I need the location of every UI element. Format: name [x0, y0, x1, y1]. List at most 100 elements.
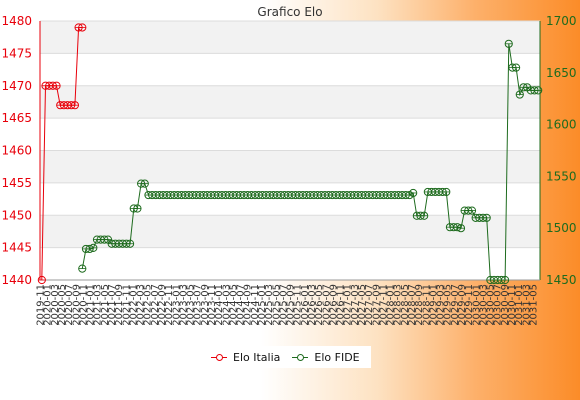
x-tick-label: 2024-03 — [221, 284, 232, 326]
x-tick-label: 2027-07 — [364, 284, 375, 326]
x-tick-label: 2024-07 — [236, 284, 247, 326]
x-tick-label: 2021-01 — [86, 284, 97, 326]
x-tick-label: 2022-05 — [143, 284, 154, 326]
series-elo-italia — [37, 23, 87, 285]
plot-band — [40, 118, 540, 151]
plot-band — [40, 53, 540, 86]
x-tick-label: 2020-07 — [64, 284, 75, 326]
x-tick-label: 2030-09 — [500, 284, 511, 326]
x-tick-label: 2021-09 — [114, 284, 125, 326]
x-axis-ticks: 2019-112020-012020-032020-052020-072020-… — [36, 284, 540, 326]
x-tick-label: 2020-11 — [78, 284, 89, 326]
x-tick-label: 2026-01 — [300, 284, 311, 326]
x-tick-label: 2021-05 — [100, 284, 111, 326]
y-right-tick-label: 1650 — [546, 66, 577, 80]
legend-label-elo-italia: Elo Italia — [233, 350, 281, 364]
x-tick-label: 2024-05 — [228, 284, 239, 326]
x-tick-label: 2029-05 — [443, 284, 454, 326]
x-tick-label: 2022-07 — [150, 284, 161, 326]
x-tick-label: 2029-01 — [428, 284, 439, 326]
x-tick-label: 2026-09 — [328, 284, 339, 326]
x-tick-label: 2031-05 — [528, 284, 539, 326]
y-right-tick-label: 1500 — [546, 221, 577, 235]
x-tick-label: 2021-03 — [93, 284, 104, 326]
series-elo-fide — [78, 39, 543, 285]
x-tick-label: 2023-01 — [171, 284, 182, 326]
x-tick-label: 2020-01 — [43, 284, 54, 326]
y-left-tick-label: 1480 — [1, 14, 32, 28]
x-tick-label: 2022-11 — [164, 284, 175, 326]
x-tick-label: 2023-05 — [186, 284, 197, 326]
x-tick-label: 2028-03 — [393, 284, 404, 326]
y-left-tick-label: 1440 — [1, 273, 32, 287]
y-right-tick-label: 1700 — [546, 14, 577, 28]
x-tick-label: 2029-11 — [464, 284, 475, 326]
y-left-tick-label: 1465 — [1, 111, 32, 125]
chart-title: Grafico Elo — [257, 5, 322, 19]
x-tick-label: 2020-03 — [50, 284, 61, 326]
axes — [39, 21, 541, 281]
legend-item-elo-fide: Elo FIDE — [292, 350, 360, 364]
x-tick-label: 2023-03 — [178, 284, 189, 326]
x-tick-label: 2027-01 — [343, 284, 354, 326]
x-tick-label: 2028-05 — [400, 284, 411, 326]
x-tick-label: 2020-09 — [71, 284, 82, 326]
x-tick-label: 2025-11 — [293, 284, 304, 326]
x-tick-label: 2023-09 — [200, 284, 211, 326]
legend-marker-elo-fide — [292, 351, 309, 363]
x-tick-label: 2029-09 — [457, 284, 468, 326]
x-tick-label: 2022-03 — [136, 284, 147, 326]
x-tick-label: 2022-09 — [157, 284, 168, 326]
plot-band — [40, 21, 540, 54]
x-tick-label: 2028-01 — [386, 284, 397, 326]
x-tick-label: 2031-01 — [514, 284, 525, 326]
x-tick-label: 2026-07 — [321, 284, 332, 326]
x-tick-label: 2025-07 — [278, 284, 289, 326]
x-tick-label: 2027-09 — [371, 284, 382, 326]
x-tick-label: 2024-01 — [214, 284, 225, 326]
x-tick-label: 2030-01 — [471, 284, 482, 326]
y-right-tick-label: 1600 — [546, 118, 577, 132]
plot-band — [40, 85, 540, 119]
plot-band — [40, 247, 540, 280]
y-left-tick-label: 1455 — [1, 176, 32, 190]
x-tick-label: 2022-01 — [128, 284, 139, 326]
x-tick-label: 2021-07 — [107, 284, 118, 326]
legend: Elo Italia Elo FIDE — [207, 346, 371, 368]
legend-label-elo-fide: Elo FIDE — [314, 350, 360, 364]
y-left-tick-label: 1450 — [1, 208, 32, 222]
x-tick-label: 2023-11 — [207, 284, 218, 326]
x-tick-label: 2021-11 — [121, 284, 132, 326]
x-tick-label: 2028-07 — [407, 284, 418, 326]
x-tick-label: 2031-03 — [521, 284, 532, 326]
x-tick-label: 2026-11 — [336, 284, 347, 326]
y-left-tick-label: 1460 — [1, 144, 32, 158]
x-tick-label: 2023-07 — [193, 284, 204, 326]
y-left-tick-label: 1445 — [1, 241, 32, 255]
x-tick-label: 2026-03 — [307, 284, 318, 326]
plot-background — [40, 21, 540, 280]
y-right-tick-label: 1550 — [546, 169, 577, 183]
plot-band — [40, 182, 540, 216]
series-layer — [37, 23, 543, 285]
x-tick-label: 2025-03 — [264, 284, 275, 326]
x-tick-label: 2027-05 — [357, 284, 368, 326]
x-tick-label: 2029-03 — [436, 284, 447, 326]
x-tick-label: 2030-11 — [507, 284, 518, 326]
y-left-tick-label: 1475 — [1, 46, 32, 60]
x-tick-label: 2026-05 — [314, 284, 325, 326]
x-tick-label: 2028-11 — [421, 284, 432, 326]
x-tick-label: 2025-01 — [257, 284, 268, 326]
y-right-tick-label: 1450 — [546, 273, 577, 287]
x-tick-label: 2030-03 — [478, 284, 489, 326]
left-axis-ticks: 1440 1445 1450 1455 1460 1465 1470 1475 1480 — [1, 14, 32, 287]
x-tick-label: 2025-09 — [286, 284, 297, 326]
x-tick-label: 2029-07 — [450, 284, 461, 326]
x-tick-label: 2027-03 — [350, 284, 361, 326]
x-tick-label: 2030-05 — [486, 284, 497, 326]
x-tick-label: 2024-11 — [250, 284, 261, 326]
x-tick-label: 2020-05 — [57, 284, 68, 326]
legend-item-elo-italia: Elo Italia — [211, 351, 280, 364]
x-tick-label: 2028-09 — [414, 284, 425, 326]
